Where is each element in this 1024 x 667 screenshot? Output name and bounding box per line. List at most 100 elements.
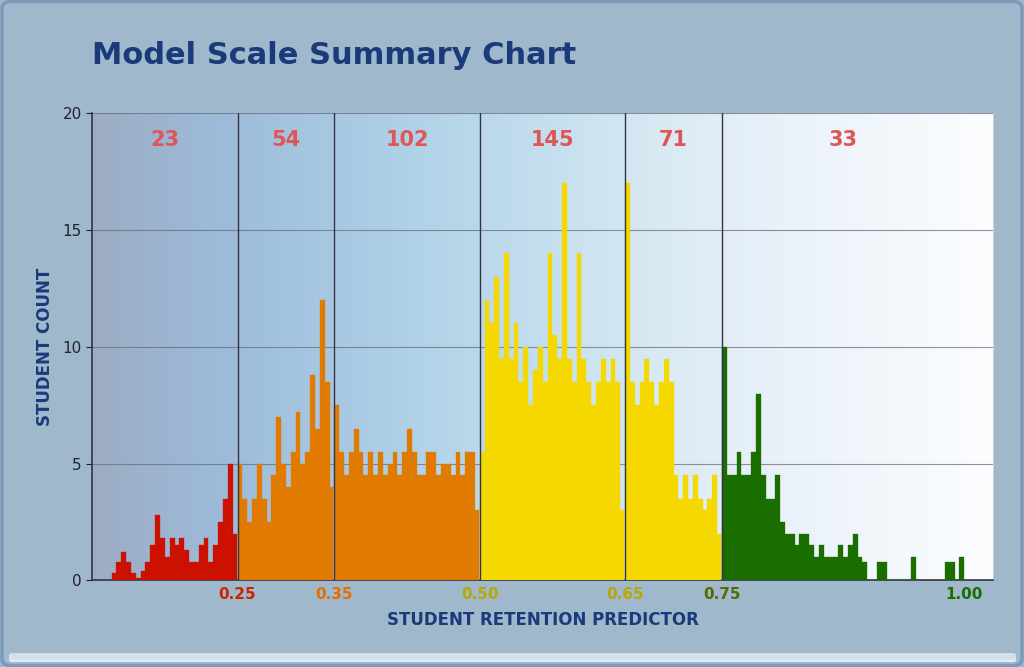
Bar <box>10 655 1014 658</box>
Bar <box>10 656 1014 659</box>
Bar <box>10 654 1014 657</box>
Bar <box>10 654 1014 657</box>
Bar <box>10 657 1014 660</box>
Bar <box>10 654 1014 658</box>
Bar <box>10 656 1014 659</box>
Bar <box>10 656 1014 660</box>
Bar <box>10 656 1014 660</box>
Bar <box>10 656 1014 660</box>
Bar <box>10 654 1014 657</box>
Bar <box>10 656 1014 660</box>
Bar <box>10 654 1014 657</box>
Bar <box>10 656 1014 659</box>
Bar <box>10 654 1014 657</box>
Bar <box>10 656 1014 658</box>
Bar <box>10 654 1014 657</box>
Bar <box>10 656 1014 659</box>
Bar <box>10 656 1014 659</box>
Bar <box>10 656 1014 659</box>
Bar <box>10 656 1014 659</box>
Bar <box>10 654 1014 658</box>
Bar <box>10 654 1014 658</box>
Bar <box>10 657 1014 660</box>
Bar <box>10 656 1014 659</box>
Bar <box>10 654 1014 658</box>
Bar <box>10 656 1014 659</box>
Bar <box>10 656 1014 659</box>
Bar <box>10 654 1014 657</box>
Bar <box>10 654 1014 658</box>
Bar <box>10 656 1014 660</box>
Bar <box>10 654 1014 657</box>
Bar <box>10 654 1014 658</box>
Bar <box>10 654 1014 658</box>
Bar <box>10 656 1014 659</box>
Bar <box>10 655 1014 658</box>
Bar <box>10 655 1014 658</box>
Bar <box>10 655 1014 658</box>
Polygon shape <box>722 347 965 580</box>
Bar <box>10 656 1014 659</box>
Bar <box>10 656 1014 659</box>
Bar <box>10 656 1014 659</box>
Bar <box>10 657 1014 660</box>
Bar <box>10 654 1014 658</box>
Polygon shape <box>625 183 721 580</box>
Bar <box>10 657 1014 660</box>
Bar <box>10 654 1014 658</box>
Bar <box>10 655 1014 658</box>
Bar <box>10 654 1014 658</box>
Bar <box>10 654 1014 658</box>
Bar <box>10 654 1014 657</box>
Bar <box>10 657 1014 660</box>
Polygon shape <box>479 183 624 580</box>
Bar <box>10 656 1014 659</box>
Bar <box>10 657 1014 660</box>
Bar <box>10 656 1014 660</box>
Bar <box>10 656 1014 660</box>
Polygon shape <box>335 405 479 580</box>
Bar <box>10 657 1014 660</box>
Bar <box>10 655 1014 658</box>
Bar <box>10 655 1014 658</box>
Bar <box>10 656 1014 659</box>
Bar <box>10 656 1014 660</box>
Bar <box>10 656 1014 660</box>
Bar <box>10 657 1014 660</box>
Bar <box>10 655 1014 658</box>
Bar <box>10 656 1014 659</box>
Bar <box>10 656 1014 660</box>
Bar <box>10 656 1014 659</box>
Bar <box>10 656 1014 660</box>
Text: 54: 54 <box>271 129 300 149</box>
Bar <box>10 655 1014 658</box>
Bar <box>10 656 1014 660</box>
Bar <box>10 656 1014 658</box>
Bar <box>10 654 1014 658</box>
Bar <box>10 656 1014 659</box>
Bar <box>10 656 1014 660</box>
Bar <box>10 655 1014 658</box>
Bar <box>10 656 1014 660</box>
Bar <box>10 656 1014 660</box>
Bar <box>10 656 1014 659</box>
Bar <box>10 655 1014 658</box>
Bar <box>10 655 1014 658</box>
Bar <box>10 656 1014 660</box>
Bar <box>10 654 1014 657</box>
Bar <box>10 656 1014 658</box>
Text: 145: 145 <box>530 129 574 149</box>
Bar <box>10 656 1014 660</box>
Bar <box>10 656 1014 659</box>
Bar <box>10 654 1014 657</box>
Bar <box>10 655 1014 658</box>
Polygon shape <box>106 464 237 580</box>
Bar <box>10 656 1014 660</box>
Bar <box>10 654 1014 657</box>
Bar <box>10 655 1014 658</box>
Bar <box>10 654 1014 658</box>
Bar <box>10 657 1014 660</box>
Bar <box>10 654 1014 658</box>
Bar <box>10 654 1014 658</box>
Bar <box>10 654 1014 657</box>
